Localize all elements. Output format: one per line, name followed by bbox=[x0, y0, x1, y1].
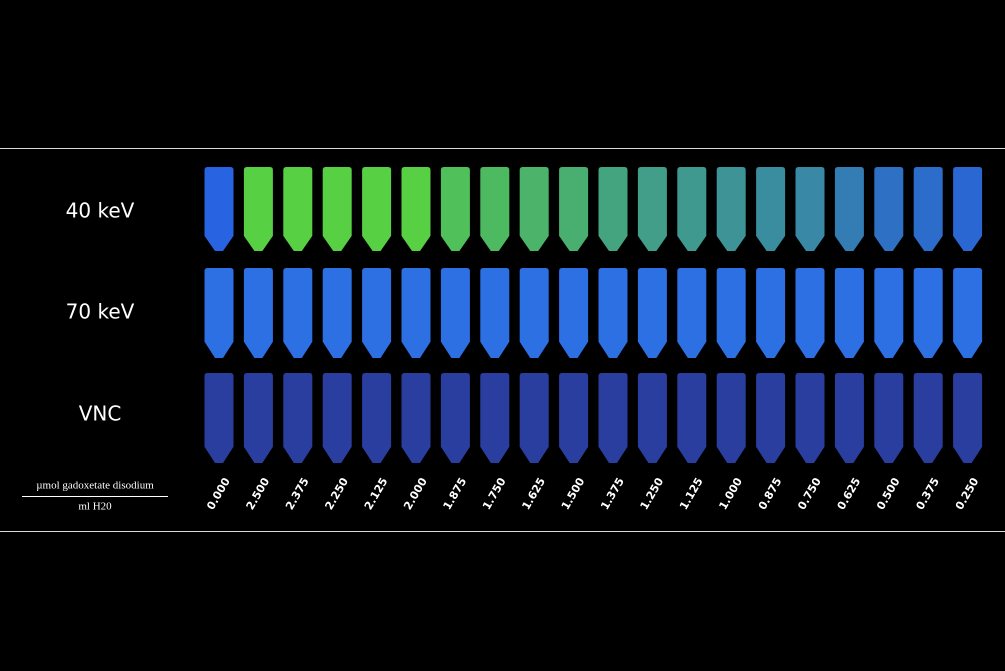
tube bbox=[756, 373, 786, 463]
tube bbox=[953, 167, 983, 251]
tube bbox=[716, 268, 746, 358]
tube bbox=[677, 268, 707, 358]
tube bbox=[913, 268, 943, 358]
row-label: 40 keV bbox=[66, 199, 135, 223]
tube bbox=[322, 268, 352, 358]
tube bbox=[283, 373, 313, 463]
unit-numerator: µmol gadoxetate disodium bbox=[36, 480, 154, 492]
tube bbox=[756, 268, 786, 358]
tube bbox=[440, 167, 470, 251]
tube bbox=[243, 268, 273, 358]
tube bbox=[401, 268, 431, 358]
tube bbox=[283, 268, 313, 358]
tube bbox=[874, 268, 904, 358]
tube bbox=[598, 373, 628, 463]
tube bbox=[480, 167, 510, 251]
tube bbox=[480, 268, 510, 358]
tube bbox=[559, 268, 589, 358]
tube bbox=[362, 167, 392, 251]
tube bbox=[598, 268, 628, 358]
tube bbox=[362, 268, 392, 358]
tube bbox=[401, 167, 431, 251]
tube bbox=[913, 167, 943, 251]
tube bbox=[440, 373, 470, 463]
tube bbox=[322, 167, 352, 251]
tube bbox=[795, 167, 825, 251]
tube bbox=[362, 373, 392, 463]
tube bbox=[756, 167, 786, 251]
tube bbox=[598, 167, 628, 251]
tube bbox=[637, 373, 667, 463]
tube bbox=[283, 167, 313, 251]
row-label: 70 keV bbox=[66, 300, 135, 324]
tube bbox=[795, 268, 825, 358]
row-label: VNC bbox=[79, 402, 122, 426]
tube bbox=[480, 373, 510, 463]
tube bbox=[953, 373, 983, 463]
tube bbox=[874, 373, 904, 463]
tube bbox=[913, 373, 943, 463]
tube bbox=[440, 268, 470, 358]
tube bbox=[243, 167, 273, 251]
tube bbox=[677, 167, 707, 251]
tube bbox=[519, 268, 549, 358]
tube bbox=[519, 373, 549, 463]
tube bbox=[874, 167, 904, 251]
tube bbox=[716, 167, 746, 251]
tube bbox=[953, 268, 983, 358]
tube bbox=[559, 167, 589, 251]
tube bbox=[204, 268, 234, 358]
tube bbox=[204, 167, 234, 251]
tube bbox=[834, 373, 864, 463]
tube bbox=[637, 268, 667, 358]
tube bbox=[243, 373, 273, 463]
tube bbox=[519, 167, 549, 251]
tube bbox=[795, 373, 825, 463]
tube bbox=[834, 167, 864, 251]
tube bbox=[401, 373, 431, 463]
tube bbox=[677, 373, 707, 463]
tube bbox=[559, 373, 589, 463]
tube bbox=[834, 268, 864, 358]
tube bbox=[637, 167, 667, 251]
tube bbox=[204, 373, 234, 463]
unit-denominator: ml H20 bbox=[78, 501, 112, 513]
tube bbox=[322, 373, 352, 463]
tube bbox=[716, 373, 746, 463]
tubes bbox=[204, 167, 983, 463]
